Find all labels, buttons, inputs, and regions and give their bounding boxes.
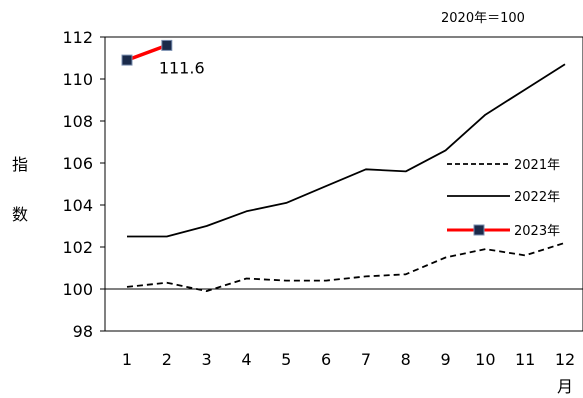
y-tick-label: 100 <box>62 280 93 299</box>
x-tick-label: 12 <box>555 350 575 369</box>
y-tick-label: 104 <box>62 196 93 215</box>
y-tick-label: 108 <box>62 112 93 131</box>
note-text: 2020年＝100 <box>441 11 525 26</box>
y-tick-label: 106 <box>62 154 93 173</box>
y-tick-label: 98 <box>73 322 93 341</box>
legend-label-2022: 2022年 <box>514 190 560 205</box>
y-tick-label: 112 <box>62 28 93 47</box>
x-axis-ticks: 1 2 3 4 5 6 7 8 9 10 11 12 <box>122 350 575 369</box>
x-tick-label: 7 <box>361 350 371 369</box>
series-line-2023年 <box>126 43 168 62</box>
legend-label-2023: 2023年 <box>514 224 560 239</box>
x-tick-label: 5 <box>281 350 291 369</box>
plot-area <box>104 36 583 332</box>
x-tick-label: 3 <box>202 350 212 369</box>
x-tick-label: 6 <box>321 350 331 369</box>
x-tick-label: 2 <box>162 350 172 369</box>
series-line-2022年 <box>127 63 566 238</box>
y-tick-label: 102 <box>62 238 93 257</box>
series-line-2021年 <box>126 241 566 293</box>
x-tick-label: 1 <box>122 350 132 369</box>
series-lines <box>121 39 566 293</box>
x-tick-label: 4 <box>241 350 251 369</box>
data-point-marker <box>161 39 173 51</box>
data-label: 111.6 <box>159 58 205 77</box>
y-axis-label-2: 数 <box>12 205 28 224</box>
x-tick-label: 9 <box>440 350 450 369</box>
y-tick-label: 110 <box>62 70 93 89</box>
x-tick-label: 8 <box>401 350 411 369</box>
legend: 2021年 2022年 2023年 <box>447 158 560 239</box>
y-axis-ticks: 98 100 102 104 106 108 110 112 <box>62 28 583 341</box>
data-labels: 111.6 <box>159 58 205 77</box>
x-tick-label: 11 <box>515 350 535 369</box>
x-tick-label: 10 <box>475 350 495 369</box>
x-axis-label: 月 <box>557 377 573 396</box>
legend-marker-2023 <box>473 224 485 236</box>
legend-label-2021: 2021年 <box>514 158 560 173</box>
y-axis-label-1: 指 <box>12 155 28 174</box>
data-point-marker <box>121 54 133 66</box>
